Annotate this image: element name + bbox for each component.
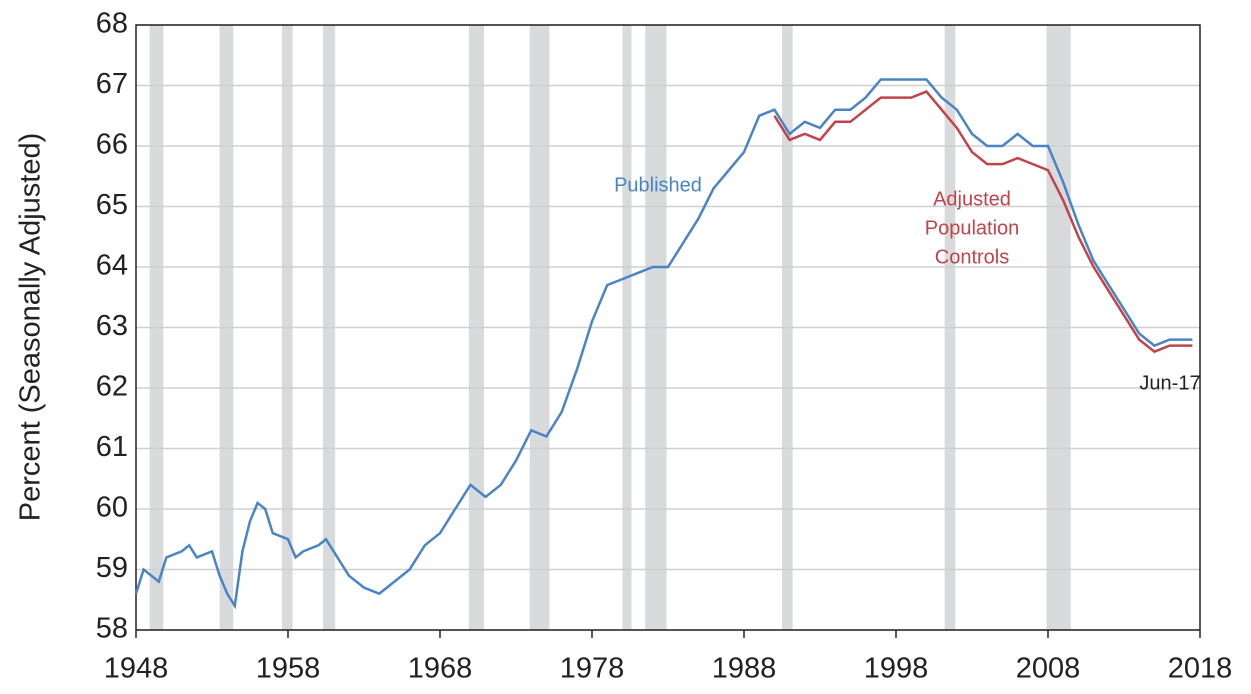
series-line	[134, 78, 1193, 610]
y-axis-label: Percent (Seasonally Adjusted)	[15, 133, 47, 522]
x-tick-label: 1998	[864, 653, 929, 685]
x-tick-label: 2018	[1168, 653, 1233, 685]
y-tick-label: 61	[96, 431, 128, 463]
annotation: Jun-17	[1139, 372, 1200, 394]
annotation: Controls	[935, 246, 1009, 268]
x-tick-label: 1988	[712, 653, 777, 685]
y-tick-label: 58	[96, 613, 128, 645]
x-tick-label: 2008	[1016, 653, 1081, 685]
y-tick-label: 63	[96, 310, 128, 342]
annotation: Published	[614, 174, 702, 196]
y-tick-label: 67	[96, 68, 128, 100]
y-tick-label: 59	[96, 552, 128, 584]
plot-frame	[135, 24, 1201, 631]
x-tick-label: 1978	[560, 653, 625, 685]
y-tick-label: 66	[96, 129, 128, 161]
y-tick-label: 68	[96, 8, 128, 40]
y-tick-label: 65	[96, 189, 128, 221]
y-tick-label: 62	[96, 371, 128, 403]
x-tick-label: 1958	[256, 653, 321, 685]
x-tick-label: 1968	[408, 653, 473, 685]
x-tick-label: 1948	[104, 653, 169, 685]
y-tick-label: 60	[96, 492, 128, 524]
series-line	[773, 90, 1193, 354]
y-tick-label: 64	[96, 250, 128, 282]
annotation: Adjusted	[933, 188, 1011, 210]
annotation: Population	[925, 217, 1020, 239]
